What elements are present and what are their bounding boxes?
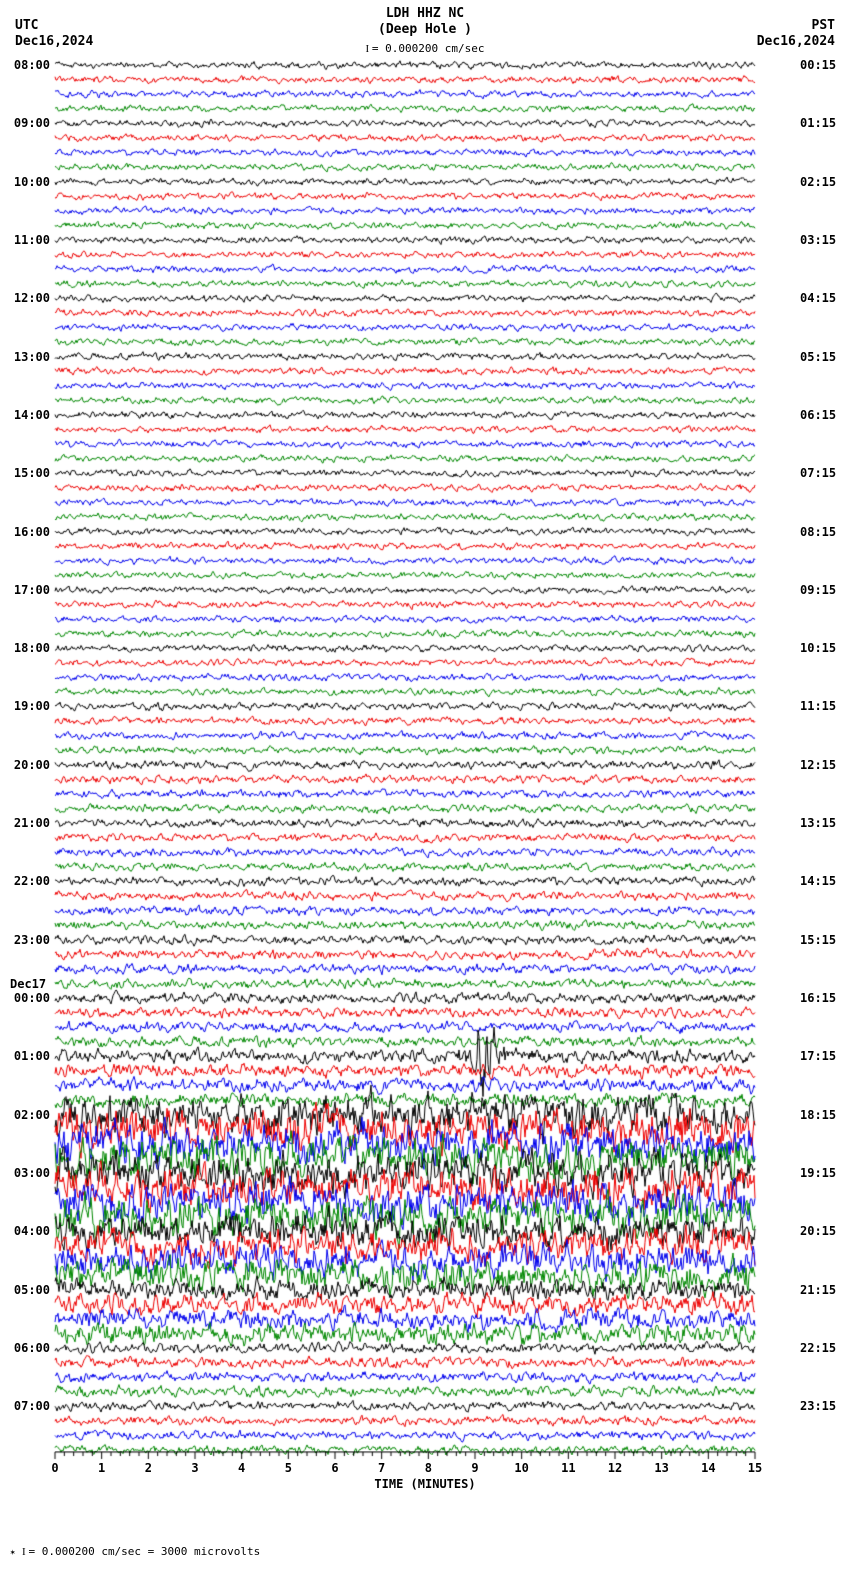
utc-time-label: 19:00 bbox=[10, 700, 50, 712]
pst-time-label: 12:15 bbox=[800, 759, 840, 771]
utc-time-label: 05:00 bbox=[10, 1284, 50, 1296]
pst-time-label: 05:15 bbox=[800, 351, 840, 363]
pst-time-label: 17:15 bbox=[800, 1050, 840, 1062]
utc-time-label: 06:00 bbox=[10, 1342, 50, 1354]
utc-time-label: 14:00 bbox=[10, 409, 50, 421]
pst-time-label: 11:15 bbox=[800, 700, 840, 712]
date-change-label: Dec17 bbox=[10, 978, 46, 990]
utc-time-label: 18:00 bbox=[10, 642, 50, 654]
utc-time-label: 17:00 bbox=[10, 584, 50, 596]
pst-time-label: 02:15 bbox=[800, 176, 840, 188]
utc-time-label: 15:00 bbox=[10, 467, 50, 479]
scale-indicator: I = 0.000200 cm/sec bbox=[0, 42, 850, 55]
station-code: LDH HHZ NC bbox=[0, 6, 850, 22]
footer-scale: ✶ I = 0.000200 cm/sec = 3000 microvolts bbox=[0, 1505, 850, 1558]
utc-time-label: 08:00 bbox=[10, 59, 50, 71]
x-tick-label: 2 bbox=[145, 1461, 152, 1475]
pst-time-label: 04:15 bbox=[800, 292, 840, 304]
pst-time-label: 08:15 bbox=[800, 526, 840, 538]
pst-time-label: 06:15 bbox=[800, 409, 840, 421]
utc-time-label: 10:00 bbox=[10, 176, 50, 188]
utc-time-label: 09:00 bbox=[10, 117, 50, 129]
pst-time-label: 23:15 bbox=[800, 1400, 840, 1412]
x-tick-label: 15 bbox=[748, 1461, 762, 1475]
chart-header: UTC Dec16,2024 LDH HHZ NC (Deep Hole ) P… bbox=[0, 0, 850, 55]
x-tick-label: 10 bbox=[514, 1461, 528, 1475]
pst-time-label: 19:15 bbox=[800, 1167, 840, 1179]
x-tick-label: 4 bbox=[238, 1461, 245, 1475]
pst-time-label: 03:15 bbox=[800, 234, 840, 246]
pst-time-label: 10:15 bbox=[800, 642, 840, 654]
x-axis-label: TIME (MINUTES) bbox=[0, 1477, 850, 1491]
utc-time-label: 13:00 bbox=[10, 351, 50, 363]
pst-time-label: 16:15 bbox=[800, 992, 840, 1004]
pst-time-label: 01:15 bbox=[800, 117, 840, 129]
x-tick-label: 1 bbox=[98, 1461, 105, 1475]
x-tick-label: 14 bbox=[701, 1461, 715, 1475]
pst-time-label: 07:15 bbox=[800, 467, 840, 479]
x-tick-label: 3 bbox=[191, 1461, 198, 1475]
x-tick-label: 8 bbox=[425, 1461, 432, 1475]
x-tick-label: 7 bbox=[378, 1461, 385, 1475]
pst-time-label: 00:15 bbox=[800, 59, 840, 71]
x-tick-label: 6 bbox=[331, 1461, 338, 1475]
x-tick-label: 0 bbox=[51, 1461, 58, 1475]
x-tick-label: 5 bbox=[285, 1461, 292, 1475]
station-location: (Deep Hole ) bbox=[0, 22, 850, 38]
utc-time-label: 07:00 bbox=[10, 1400, 50, 1412]
utc-time-label: 22:00 bbox=[10, 875, 50, 887]
pst-time-label: 20:15 bbox=[800, 1225, 840, 1237]
utc-time-label: 16:00 bbox=[10, 526, 50, 538]
x-axis: TIME (MINUTES) 0123456789101112131415 bbox=[0, 1455, 850, 1505]
pst-time-label: 13:15 bbox=[800, 817, 840, 829]
x-tick-label: 13 bbox=[654, 1461, 668, 1475]
pst-label: PST bbox=[757, 18, 835, 34]
pst-time-label: 18:15 bbox=[800, 1109, 840, 1121]
utc-time-label: 11:00 bbox=[10, 234, 50, 246]
pst-time-label: 14:15 bbox=[800, 875, 840, 887]
utc-time-label: 02:00 bbox=[10, 1109, 50, 1121]
utc-time-label: 20:00 bbox=[10, 759, 50, 771]
pst-time-label: 22:15 bbox=[800, 1342, 840, 1354]
utc-time-label: 03:00 bbox=[10, 1167, 50, 1179]
utc-time-label: 12:00 bbox=[10, 292, 50, 304]
utc-time-label: 01:00 bbox=[10, 1050, 50, 1062]
x-tick-label: 9 bbox=[471, 1461, 478, 1475]
utc-time-label: 23:00 bbox=[10, 934, 50, 946]
utc-time-label: 21:00 bbox=[10, 817, 50, 829]
x-tick-label: 11 bbox=[561, 1461, 575, 1475]
seismogram-canvas bbox=[0, 55, 850, 1455]
pst-time-label: 15:15 bbox=[800, 934, 840, 946]
utc-time-label: 04:00 bbox=[10, 1225, 50, 1237]
x-axis-ticks bbox=[0, 1451, 850, 1461]
title-block: LDH HHZ NC (Deep Hole ) bbox=[0, 6, 850, 37]
pst-time-label: 21:15 bbox=[800, 1284, 840, 1296]
seismogram-plot: 08:00 00:15 09:00 01:15 10:00 02:15 11:00 03:15… bbox=[0, 55, 850, 1455]
pst-time-label: 09:15 bbox=[800, 584, 840, 596]
x-tick-label: 12 bbox=[608, 1461, 622, 1475]
utc-time-label: 00:00 bbox=[10, 992, 50, 1004]
